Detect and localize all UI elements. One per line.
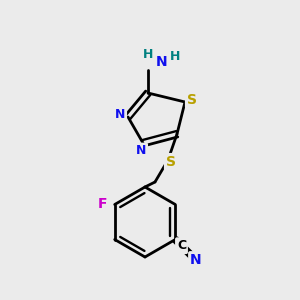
Text: H: H: [143, 49, 153, 62]
Text: F: F: [98, 197, 107, 212]
Text: N: N: [190, 253, 202, 267]
Text: N: N: [115, 109, 125, 122]
Text: N: N: [136, 145, 146, 158]
Text: C: C: [177, 239, 186, 252]
Text: S: S: [166, 155, 176, 169]
Text: H: H: [170, 50, 180, 64]
Text: N: N: [156, 55, 168, 69]
Text: S: S: [187, 93, 197, 107]
